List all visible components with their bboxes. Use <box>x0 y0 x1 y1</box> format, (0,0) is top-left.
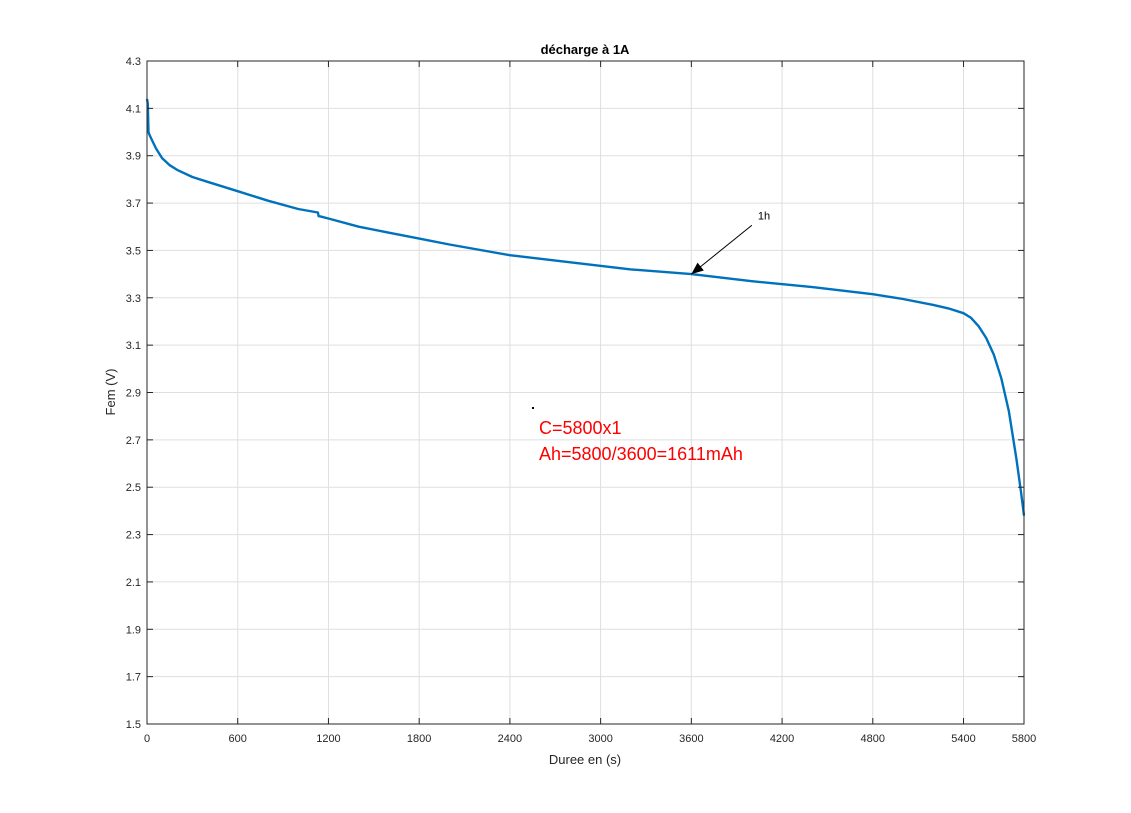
x-tick-label: 1800 <box>407 733 431 745</box>
x-tick-label: 4800 <box>861 733 885 745</box>
annotation-marker-dot <box>532 407 534 409</box>
y-tick-label: 1.5 <box>126 719 141 731</box>
x-tick-label: 1200 <box>316 733 340 745</box>
x-tick-label: 4200 <box>770 733 794 745</box>
chart-title: décharge à 1A <box>541 42 630 57</box>
ticks-layer: 0 600 1200 1800 2400 3000 3600 4200 4800 5400 5800… <box>126 56 1037 745</box>
annotations: 1h C=5800x1 Ah=5800/3600=1611mAh <box>532 210 770 464</box>
y-tick-label: 2.5 <box>126 482 141 494</box>
y-tick-label: 2.1 <box>126 577 141 589</box>
series-layer <box>145 98 1026 516</box>
y-tick-label: 3.9 <box>126 151 141 163</box>
x-tick-label: 2400 <box>498 733 522 745</box>
annotation-arrow-head <box>691 262 704 275</box>
x-tick-label: 5800 <box>1012 733 1036 745</box>
y-tick-label: 3.7 <box>126 198 141 210</box>
y-tick-label: 4.1 <box>126 103 141 115</box>
annotation-1h-label: 1h <box>758 210 770 222</box>
y-tick-label: 4.3 <box>126 56 141 68</box>
y-tick-label: 3.5 <box>126 245 141 257</box>
x-tick-label: 0 <box>144 733 150 745</box>
annotation-ah: Ah=5800/3600=1611mAh <box>539 444 743 464</box>
y-tick-label: 2.3 <box>126 530 141 542</box>
series-line <box>145 98 1026 516</box>
y-axis-label: Fem (V) <box>103 369 118 416</box>
y-tick-label: 1.7 <box>126 672 141 684</box>
y-tick-label: 1.9 <box>126 624 141 636</box>
y-tick-label: 3.3 <box>126 293 141 305</box>
x-tick-label: 3000 <box>588 733 612 745</box>
annotation-capacity: C=5800x1 <box>539 418 622 438</box>
y-tick-label: 2.9 <box>126 388 141 400</box>
x-tick-label: 600 <box>229 733 247 745</box>
x-axis-label: Duree en (s) <box>549 752 621 767</box>
y-tick-label: 2.7 <box>126 435 141 447</box>
annotation-arrow-line <box>691 224 753 275</box>
x-tick-label: 3600 <box>679 733 703 745</box>
y-tick-label: 3.1 <box>126 340 141 352</box>
x-tick-label: 5400 <box>951 733 975 745</box>
